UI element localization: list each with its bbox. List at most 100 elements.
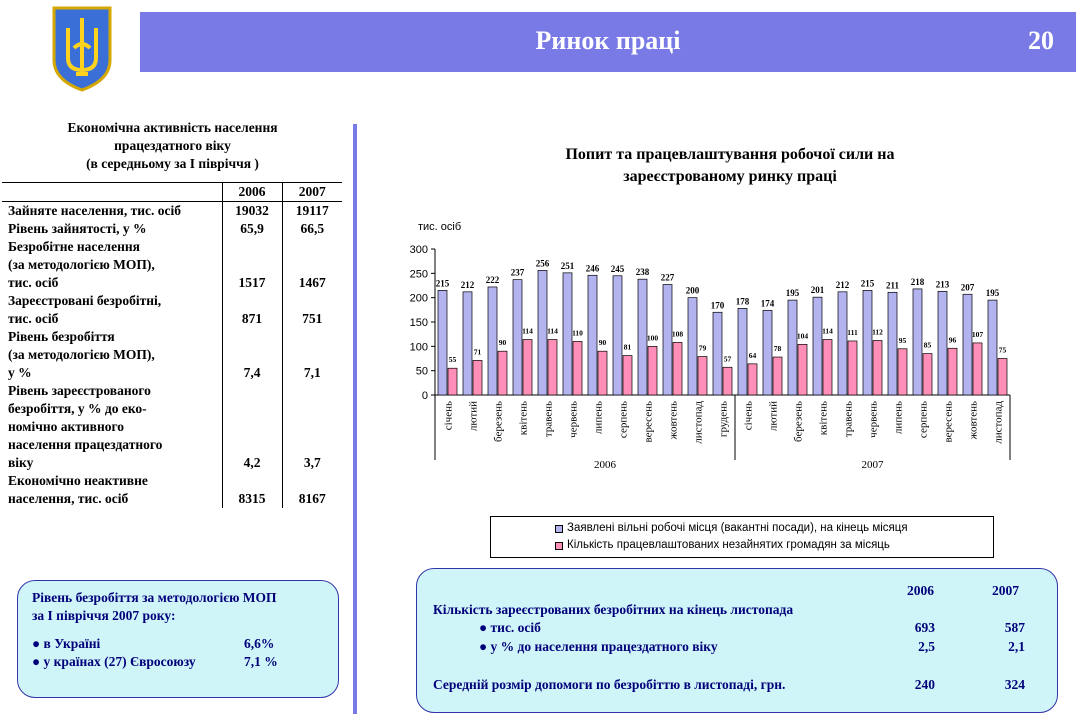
- row-label: Економічно неактивне населення, тис. осіб: [8, 473, 148, 506]
- title-bar: Ринок праці 20: [140, 12, 1076, 72]
- bar-employed: [822, 339, 833, 396]
- data-label-vacancies: 207: [961, 282, 975, 292]
- bar-vacancies: [837, 291, 848, 396]
- data-label-vacancies: 170: [711, 300, 725, 310]
- value-2006: 1517: [221, 238, 282, 292]
- bar-vacancies: [937, 290, 948, 396]
- vertical-divider: [353, 124, 357, 714]
- table-row: Зайняте населення, тис. осіб 19032 19117: [2, 201, 342, 220]
- data-label-employed: 75: [999, 346, 1007, 355]
- x-tick-label: серпень: [918, 401, 930, 438]
- chart-title: Попит та працевлаштування робочої сили н…: [565, 146, 895, 185]
- table-row: Економічно неактивне населення, тис. осіб…: [2, 472, 342, 508]
- data-label-employed: 111: [847, 328, 858, 337]
- x-tick-label: січень: [443, 401, 455, 430]
- bar-employed: [672, 342, 683, 396]
- bar-vacancies: [562, 272, 573, 396]
- data-label-employed: 79: [699, 344, 707, 353]
- data-label-vacancies: 213: [936, 279, 950, 289]
- data-label-employed: 114: [547, 327, 558, 336]
- bar-vacancies: [612, 275, 623, 396]
- data-label-employed: 104: [797, 331, 809, 340]
- bar-employed: [447, 367, 458, 396]
- x-tick-label: вересень: [643, 401, 655, 442]
- y-tick-label: 50: [416, 366, 428, 378]
- bar-employed: [622, 355, 633, 396]
- data-label-employed: 108: [672, 329, 684, 338]
- year-header: 2006: [221, 182, 282, 202]
- data-label-vacancies: 237: [511, 268, 525, 278]
- bar-employed: [997, 358, 1008, 396]
- benefit-label: Середній розмір допомоги по безробіттю в…: [433, 677, 786, 692]
- value-2007: 19117: [281, 201, 342, 220]
- row-label: ● тис. осіб: [479, 620, 541, 635]
- x-tick-label: березень: [493, 401, 505, 442]
- x-tick-label: червень: [868, 401, 880, 438]
- data-label-employed: 71: [474, 347, 482, 356]
- bar-employed: [472, 360, 483, 396]
- data-label-employed: 90: [499, 338, 507, 347]
- row-label: Рівень зареєстрованого безробіття, у % до…: [8, 383, 163, 470]
- value-2007: 66,5: [281, 220, 342, 238]
- bar-employed: [722, 366, 733, 396]
- value-2006: 871: [221, 292, 282, 328]
- bar-employed: [747, 363, 758, 396]
- x-tick-label: листопад: [993, 401, 1005, 444]
- ilo-unemployment-box: Рівень безробіття за методологією МОП за…: [17, 580, 339, 698]
- value-2007: 324: [1004, 677, 1025, 692]
- bar-vacancies: [862, 290, 873, 396]
- data-label-employed: 57: [724, 354, 732, 363]
- data-label-vacancies: 222: [486, 275, 500, 285]
- bar-employed: [522, 339, 533, 396]
- row-label: Зареєстровані безробітні, тис. осіб: [8, 293, 162, 326]
- legend-item: Заявлені вільні робочі місця (вакантні п…: [555, 520, 993, 537]
- y-axis-label: тис. осіб: [418, 221, 461, 233]
- data-label-employed: 95: [899, 336, 907, 345]
- bar-vacancies: [962, 293, 973, 396]
- bar-employed: [872, 340, 883, 396]
- bar-vacancies: [987, 299, 998, 396]
- data-label-vacancies: 211: [886, 280, 900, 290]
- page-title: Ринок праці: [535, 26, 681, 55]
- bar-vacancies: [687, 297, 698, 396]
- value-2006: 4,2: [221, 382, 282, 472]
- data-label-vacancies: 201: [811, 285, 825, 295]
- y-tick-label: 300: [410, 244, 428, 256]
- bar-employed: [972, 342, 983, 396]
- x-tick-label: грудень: [718, 401, 730, 437]
- value-2006: 2,5: [918, 639, 935, 654]
- value-2007: 587: [1004, 620, 1025, 635]
- bar-vacancies: [737, 308, 748, 396]
- data-label-vacancies: 238: [636, 267, 650, 277]
- list-item: ● в Україні 6,6%: [32, 636, 275, 651]
- y-tick-label: 0: [422, 390, 428, 402]
- year-header: 2006: [907, 583, 934, 598]
- data-label-employed: 114: [822, 327, 833, 336]
- list-item: ● у країнах (27) Євросоюзу 7,1 %: [32, 654, 278, 669]
- table-header-row: 2006 2007: [2, 182, 342, 202]
- y-tick-label: 150: [410, 317, 428, 329]
- data-label-vacancies: 256: [536, 258, 550, 268]
- table-row: Зареєстровані безробітні, тис. осіб 871 751: [2, 292, 342, 328]
- bar-employed: [547, 339, 558, 396]
- value-2007: 751: [281, 292, 342, 328]
- data-label-vacancies: 215: [861, 278, 875, 288]
- year-header: 2007: [281, 182, 342, 202]
- group-label: 2006: [594, 459, 617, 471]
- bar-vacancies: [912, 288, 923, 396]
- data-label-employed: 78: [774, 344, 782, 353]
- x-tick-label: січень: [743, 401, 755, 430]
- data-label-employed: 114: [522, 327, 533, 336]
- data-label-vacancies: 212: [836, 280, 850, 290]
- data-label-employed: 85: [924, 341, 932, 350]
- bar-vacancies: [512, 279, 523, 396]
- legend-swatch-vacancies: [555, 524, 563, 533]
- row-label: Рівень зайнятості, у %: [8, 221, 147, 236]
- row-label: Зайняте населення, тис. осіб: [8, 203, 181, 218]
- data-label-employed: 112: [872, 327, 883, 336]
- row-label: Рівень безробіття (за методологією МОП), …: [8, 329, 155, 380]
- bar-vacancies: [887, 291, 898, 396]
- registered-heading: Кількість зареєстрованих безробітних на …: [433, 602, 794, 617]
- data-label-vacancies: 174: [761, 298, 775, 308]
- chart-legend: Заявлені вільні робочі місця (вакантні п…: [490, 516, 994, 558]
